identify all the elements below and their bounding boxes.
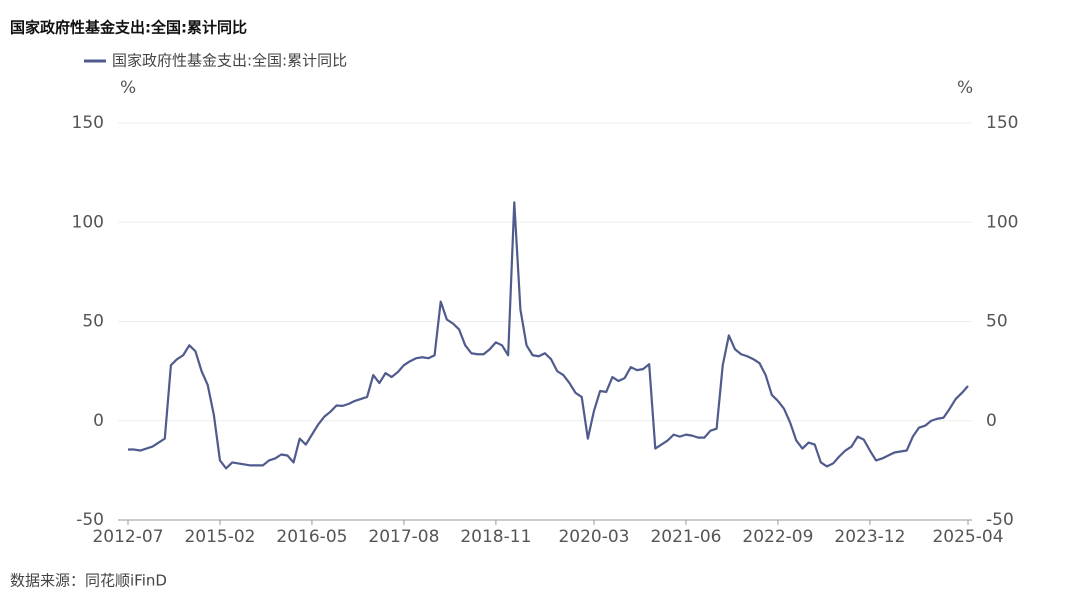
y2-unit: % [957,78,973,98]
x-tick-label: 2016-05 [276,527,347,547]
x-tick-label: 2020-03 [558,527,629,547]
y-tick-label: 100 [72,212,104,232]
data-line [128,201,969,470]
y-tick-label: 150 [72,113,104,133]
y-tick-label: -50 [76,510,104,530]
x-tick-label: 2018-11 [460,527,531,547]
x-tick-label: 2021-06 [650,527,721,547]
y-tick-label: 0 [93,411,104,431]
x-tick-label: 2025-04 [932,527,1003,547]
source-note: 数据来源：同花顺iFinD [10,572,167,590]
chart-title: 国家政府性基金支出:全国:累计同比 [10,19,247,37]
x-tick-label: 2017-08 [368,527,439,547]
y2-tick-label: 0 [986,411,997,431]
x-tick-label: 2012-07 [92,527,163,547]
x-tick-label: 2022-09 [742,527,813,547]
y2-tick-label: 50 [986,312,1008,332]
x-tick-label: 2015-02 [184,527,255,547]
y2-tick-label: 100 [986,212,1018,232]
x-tick-label: 2023-12 [834,527,905,547]
legend-label: 国家政府性基金支出:全国:累计同比 [112,52,347,70]
y2-tick-label: -50 [986,510,1014,530]
y-unit: % [120,78,136,98]
y-tick-label: 50 [82,312,104,332]
y2-tick-label: 150 [986,113,1018,133]
